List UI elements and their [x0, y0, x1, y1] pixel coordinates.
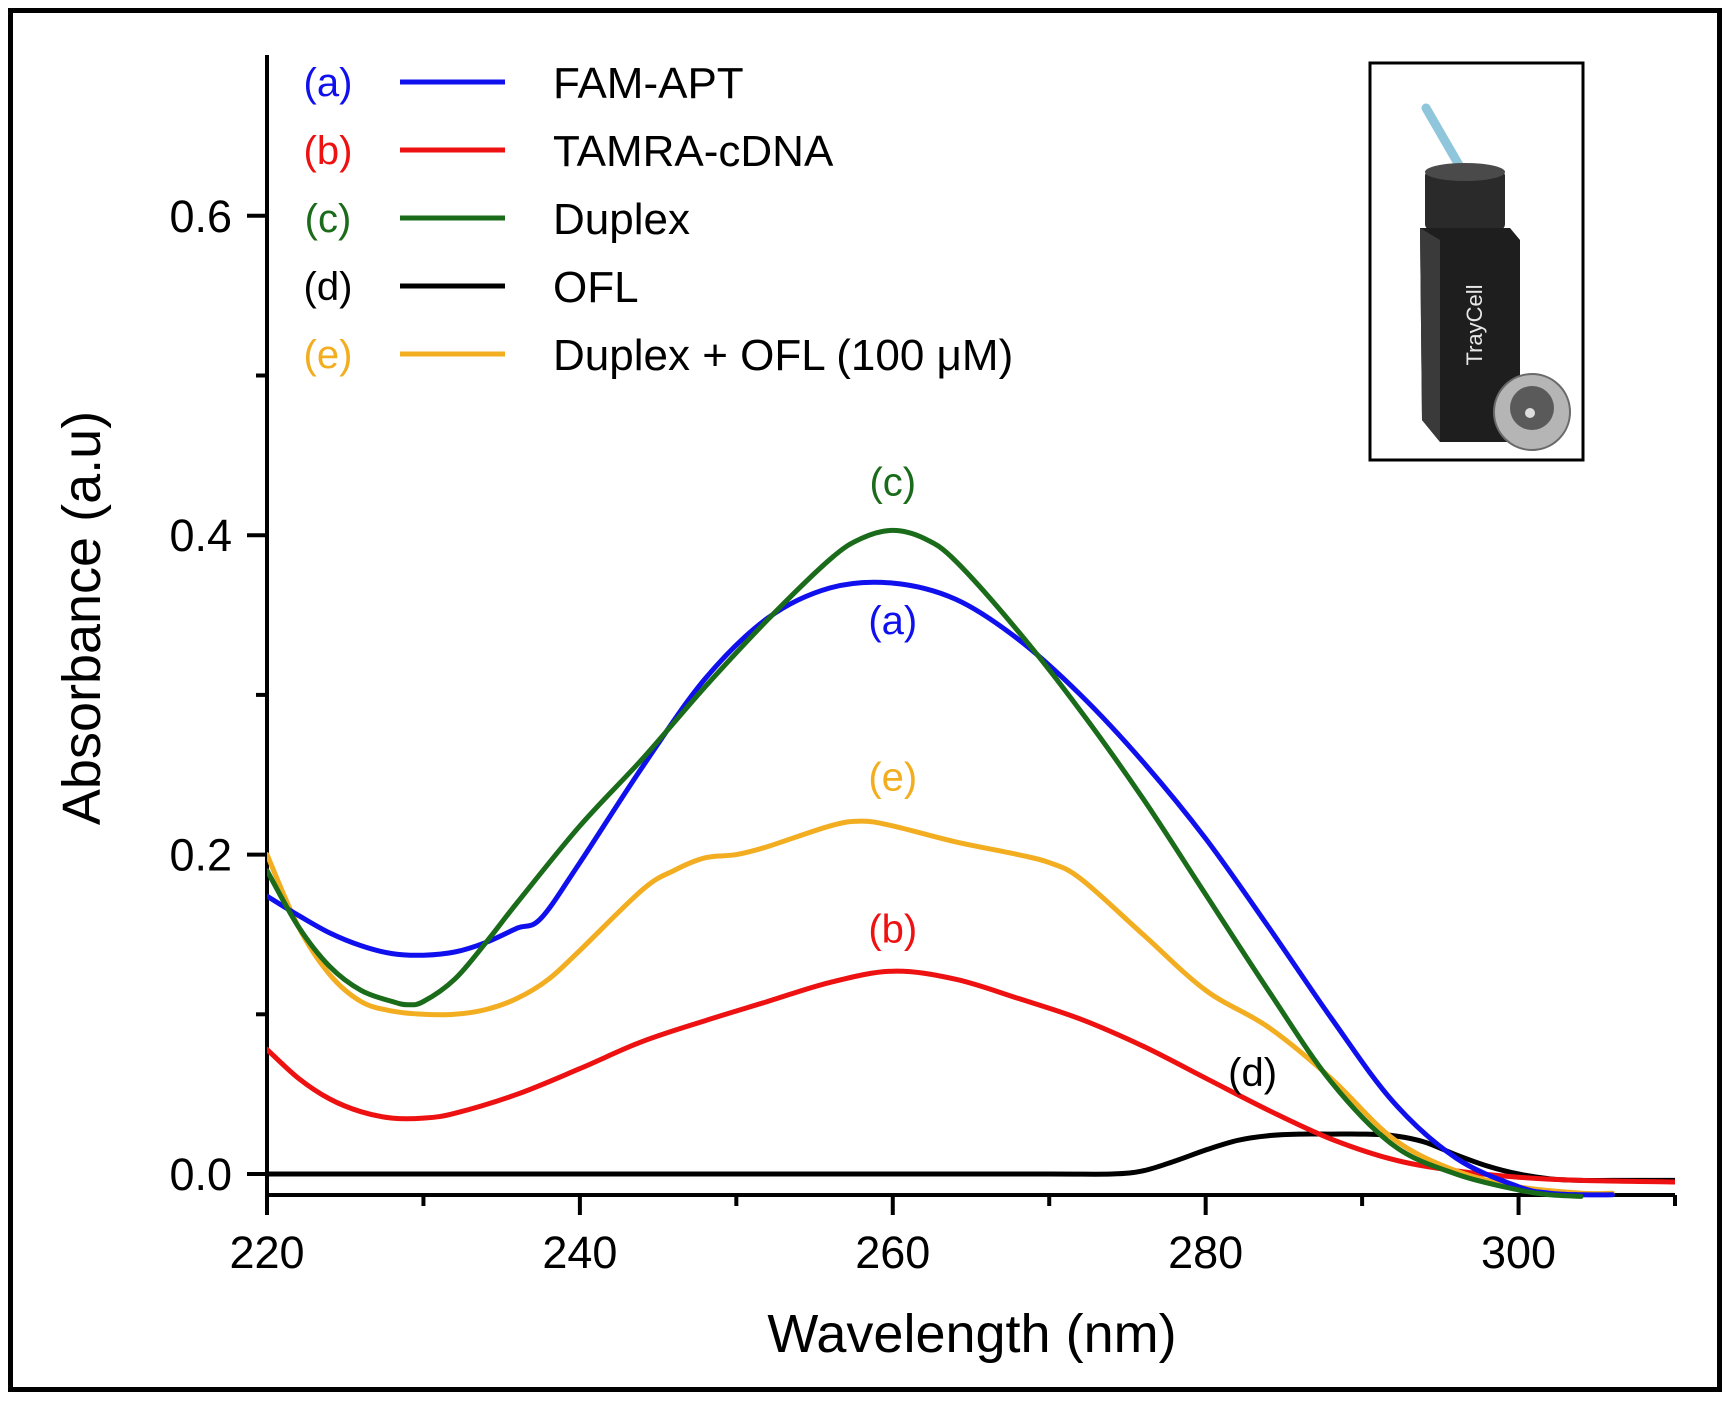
- legend-label-c: Duplex: [553, 195, 690, 244]
- device-label: TrayCell: [1462, 284, 1487, 365]
- annotation-b: (b): [868, 907, 917, 951]
- annotation-d: (d): [1228, 1051, 1277, 1095]
- annotation-e: (e): [868, 756, 917, 800]
- y-tick-label: 0.2: [169, 830, 232, 881]
- legend-label-b: TAMRA-cDNA: [553, 127, 834, 176]
- device-cap-center: [1510, 386, 1554, 430]
- legend-label-e: Duplex + OFL (100 μM): [553, 331, 1013, 380]
- x-tick-label: 260: [855, 1227, 930, 1278]
- series-line-c: [267, 527, 1584, 1199]
- device-body: [1420, 228, 1520, 442]
- legend-tag-c: (c): [305, 197, 352, 241]
- legend-label-a: FAM-APT: [553, 59, 744, 108]
- series-line-a: [267, 579, 1615, 1198]
- annotation-c: (c): [869, 460, 916, 504]
- annotation-a: (a): [868, 599, 917, 643]
- series-line-d: [267, 1131, 1675, 1184]
- y-tick-label: 0.0: [169, 1149, 232, 1200]
- series-layer: [267, 527, 1675, 1199]
- legend: (a) FAM-APT (b) TAMRA-cDNA (c) Duplex (d) OFL (e…: [304, 59, 1014, 380]
- x-tick-label: 220: [229, 1227, 304, 1278]
- x-axis-title: Wavelength (nm): [767, 1304, 1176, 1364]
- legend-tag-e: (e): [304, 333, 353, 377]
- legend-tag-b: (b): [304, 129, 353, 173]
- x-tick-label: 300: [1481, 1227, 1556, 1278]
- pipette-tip: [1421, 103, 1468, 177]
- y-axis-title: Absorbance (a.u): [52, 411, 112, 825]
- legend-tag-d: (d): [304, 265, 353, 309]
- legend-label-d: OFL: [553, 263, 639, 312]
- device-cap-window: [1525, 408, 1535, 418]
- y-tick-label: 0.6: [169, 191, 232, 242]
- legend-tag-a: (a): [304, 61, 353, 105]
- series-line-b: [267, 968, 1675, 1185]
- inset-image: TrayCell: [1368, 61, 1585, 462]
- device-head: [1425, 170, 1505, 230]
- y-tick-label: 0.4: [169, 510, 232, 561]
- device-body-side: [1420, 228, 1440, 442]
- axes: 220 240 260 280 300 0.0 0.2 0.4 0.6: [169, 55, 1677, 1278]
- x-tick-label: 280: [1168, 1227, 1243, 1278]
- curve-annotations: (a) (b) (c) (d) (e): [868, 460, 1277, 1095]
- x-tick-label: 240: [542, 1227, 617, 1278]
- device-head-top: [1425, 163, 1505, 181]
